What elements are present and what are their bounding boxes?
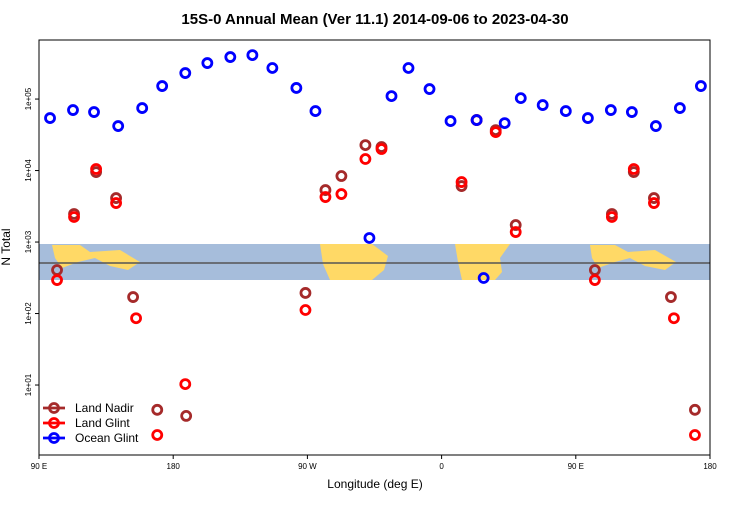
point [514,92,527,105]
x-tick-label: 90 E [31,462,47,471]
point [363,232,376,244]
point [319,191,332,203]
point [151,403,164,416]
point [581,112,594,124]
plot-frame [38,39,711,456]
point [68,211,80,223]
point [335,188,348,200]
point [299,287,312,299]
point [455,180,468,192]
x-axis-label: Longitude (deg E) [327,477,422,491]
x-tick-label: 90 E [568,462,584,471]
point [266,62,279,74]
y-tick-label: 1e+04 [24,159,33,182]
y-tick-label: 1e+03 [24,230,33,253]
point [559,105,572,117]
legend-marker [48,417,60,429]
chart-title: 15S-0 Annual Mean (Ver 11.1) 2014-09-06 … [181,11,568,28]
legend-label: Land Glint [75,416,130,430]
point [180,409,193,422]
legend-marker [48,402,60,414]
legend-label: Land Nadir [75,401,134,415]
point [299,304,312,316]
point [470,114,483,126]
point [588,274,601,286]
point [112,120,125,132]
point [648,197,660,209]
point [385,90,398,102]
point [489,126,502,138]
point [402,62,415,74]
point [695,80,707,92]
point [627,163,640,175]
point [151,429,164,441]
point [88,106,100,118]
point [536,99,549,111]
point [689,403,701,416]
point [110,197,122,209]
point [604,104,617,116]
point [90,163,103,175]
y-tick-label: 1e+01 [24,373,33,396]
legend-label: Ocean Glint [75,431,139,445]
point [689,429,701,441]
point [156,80,169,92]
point [130,312,142,325]
point [359,139,372,151]
point [444,115,457,127]
x-tick-label: 180 [167,462,181,471]
point [127,291,139,303]
legend-marker [48,432,60,444]
point [359,153,372,165]
point [509,219,522,231]
point [375,143,388,155]
point [201,57,214,69]
point [625,106,638,118]
point [605,211,618,223]
point [51,274,63,286]
point [224,51,237,63]
point [648,192,660,204]
x-tick-label: 90 W [298,462,317,471]
point [319,184,332,196]
point [665,291,677,303]
point [498,117,511,129]
point [335,170,348,182]
x-tick-label: 180 [703,462,717,471]
point [179,378,192,391]
x-tick-label: 0 [439,462,444,471]
point [668,312,680,325]
map-strip [39,244,710,280]
point [67,104,79,116]
point [649,120,662,132]
point [44,112,56,124]
y-axis-label: N Total [0,228,13,265]
point [179,67,192,79]
point [110,192,122,204]
point [246,49,259,61]
y-tick-label: 1e+02 [24,302,33,325]
point [509,226,522,238]
point [136,102,149,114]
y-tick-label: 1e+05 [24,87,33,110]
point [290,82,303,94]
point [477,272,490,284]
point [309,105,322,117]
point [673,102,686,114]
point [455,176,468,188]
point [423,83,436,95]
